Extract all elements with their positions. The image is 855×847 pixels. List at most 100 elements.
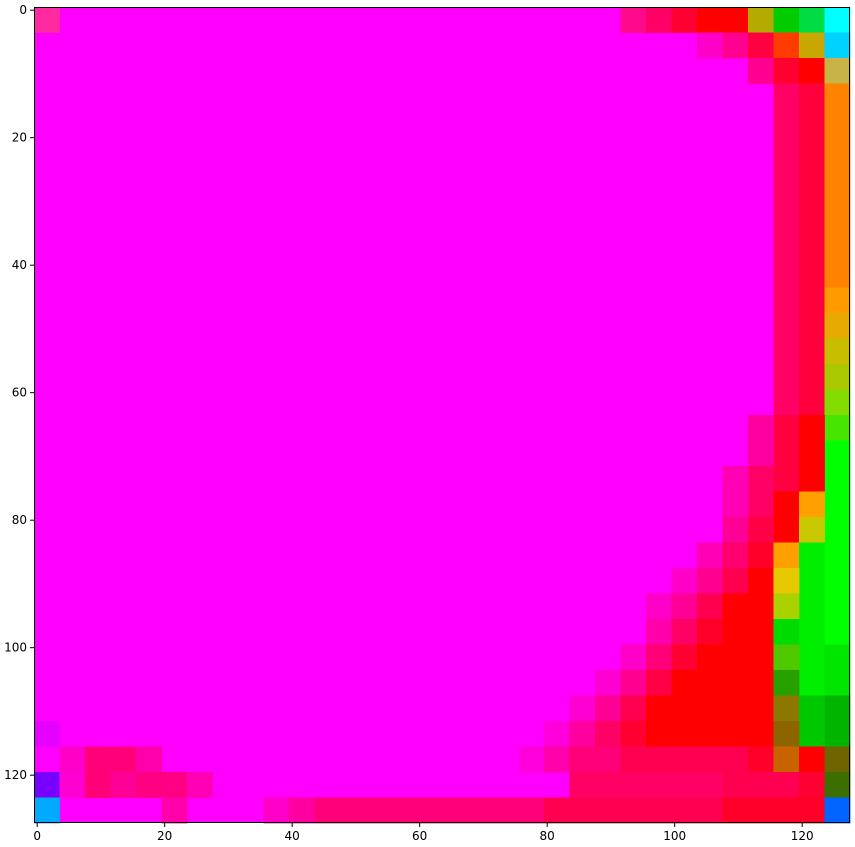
heatmap-cell-block bbox=[722, 568, 749, 594]
heatmap-cell-block bbox=[824, 364, 851, 390]
heatmap-cell-block bbox=[824, 313, 851, 339]
heatmap-cell-block bbox=[722, 593, 774, 620]
y-tick-label: 120 bbox=[4, 768, 27, 782]
heatmap-cell-block bbox=[34, 772, 60, 798]
heatmap-cell-block bbox=[697, 32, 723, 59]
heatmap-cell-block bbox=[799, 695, 825, 747]
heatmap-cell-block bbox=[748, 542, 774, 569]
heatmap-cell-block bbox=[824, 58, 851, 84]
x-tick-label: 100 bbox=[663, 829, 686, 843]
heatmap-cell-block bbox=[85, 746, 137, 773]
heatmap-cell-block bbox=[646, 670, 672, 696]
heatmap-cell-block bbox=[263, 797, 290, 824]
heatmap-cell-block bbox=[773, 746, 800, 773]
heatmap-cell-block bbox=[646, 593, 672, 620]
x-tick-label: 120 bbox=[791, 829, 814, 843]
heatmap-cell-block bbox=[773, 568, 800, 594]
heatmap-cell-block bbox=[646, 619, 672, 645]
heatmap-cell-block bbox=[59, 746, 86, 773]
heatmap-cell-block bbox=[773, 32, 800, 59]
heatmap-cell-block bbox=[773, 83, 800, 416]
heatmap-cell-block bbox=[671, 7, 698, 33]
plot-frame bbox=[34, 7, 850, 823]
heatmap-cell-block bbox=[773, 491, 800, 518]
heatmap-cell-block bbox=[773, 593, 800, 620]
heatmap-cell-block bbox=[799, 517, 825, 543]
heatmap-cell-block bbox=[748, 32, 774, 59]
heatmap-cell-block bbox=[620, 746, 749, 773]
heatmap-cell-block bbox=[646, 695, 774, 722]
heatmap-cell-block bbox=[824, 440, 851, 645]
heatmap-cell-block bbox=[773, 517, 800, 543]
heatmap-cell-block bbox=[748, 746, 774, 773]
y-tick-label: 40 bbox=[12, 258, 27, 272]
heatmap-cell-block bbox=[773, 415, 800, 492]
x-tick-label: 20 bbox=[157, 829, 172, 843]
heatmap-cell-block bbox=[187, 772, 213, 798]
heatmap-cell-block bbox=[748, 568, 774, 594]
heatmap-cell-block bbox=[773, 644, 800, 671]
x-tick-label: 0 bbox=[33, 829, 41, 843]
heatmap-cell-block bbox=[722, 517, 749, 543]
heatmap-cell-block bbox=[773, 670, 800, 696]
heatmap-cell-block bbox=[697, 593, 723, 620]
heatmap-cell-block bbox=[748, 7, 774, 33]
heatmap-cell-block bbox=[799, 491, 825, 518]
heatmap-cell-block bbox=[569, 772, 723, 798]
heatmap-cell-block bbox=[824, 746, 851, 773]
heatmap-cell-block bbox=[595, 695, 621, 722]
heatmap-cell-block bbox=[620, 644, 647, 671]
heatmap-cell-block bbox=[748, 517, 774, 543]
heatmap-cell-block bbox=[544, 721, 570, 747]
x-axis: 0 20 40 60 80 100 120 bbox=[33, 823, 814, 843]
heatmap-cell-block bbox=[646, 721, 774, 747]
heatmap-cell-block bbox=[799, 83, 825, 416]
heatmap-cell-block bbox=[314, 797, 545, 824]
heatmap-cell-block bbox=[544, 746, 570, 773]
heatmap-cell-block bbox=[748, 466, 774, 518]
y-axis: 0 20 40 60 80 100 120 bbox=[4, 3, 34, 782]
heatmap-cell-block bbox=[722, 32, 749, 59]
heatmap-cell-block bbox=[824, 772, 851, 798]
heatmap-cell-block bbox=[671, 670, 774, 696]
heatmap-cell-block bbox=[824, 83, 851, 288]
heatmap-cell-block bbox=[59, 772, 86, 798]
heatmap-cell-block bbox=[773, 721, 800, 747]
heatmap-cell-block bbox=[620, 7, 647, 33]
heatmap-cell-block bbox=[799, 415, 825, 492]
heatmap-cell-block bbox=[799, 7, 825, 33]
heatmap-cell-block bbox=[34, 797, 60, 824]
x-tick-label: 40 bbox=[285, 829, 300, 843]
heatmap-cell-block bbox=[646, 644, 672, 671]
heatmap-cell-block bbox=[824, 287, 851, 314]
heatmap-cell-block bbox=[722, 619, 774, 645]
heatmap-cell-block bbox=[722, 542, 749, 569]
heatmap-cell-block bbox=[595, 670, 621, 696]
heatmap-cell-block bbox=[824, 695, 851, 747]
heatmap-cell-block bbox=[34, 7, 60, 33]
x-tick-label: 60 bbox=[412, 829, 427, 843]
heatmap-cells bbox=[34, 7, 851, 824]
heatmap-cell-block bbox=[161, 797, 188, 824]
y-tick-label: 60 bbox=[12, 386, 27, 400]
heatmap-cell-block bbox=[799, 772, 825, 798]
x-tick-label: 80 bbox=[540, 829, 555, 843]
heatmap-cell-block bbox=[671, 568, 698, 594]
heatmap-cell-block bbox=[569, 721, 596, 747]
heatmap-cell-block bbox=[595, 721, 621, 747]
heatmap-cell-block bbox=[34, 721, 60, 747]
heatmap-cell-block bbox=[136, 772, 188, 798]
heatmap-cell-block bbox=[824, 32, 851, 59]
heatmap-cell-block bbox=[620, 721, 647, 747]
heatmap-cell-block bbox=[799, 32, 825, 59]
heatmap-cell-block bbox=[773, 7, 800, 33]
heatmap-cell-block bbox=[697, 542, 723, 569]
heatmap-cell-block bbox=[697, 619, 723, 645]
y-tick-label: 80 bbox=[12, 513, 27, 527]
heatmap-cell-block bbox=[748, 58, 774, 84]
heatmap-cell-block bbox=[773, 58, 800, 84]
heatmap-cell-block bbox=[671, 644, 698, 671]
heatmap-cell-block bbox=[289, 797, 315, 824]
heatmap-cell-block bbox=[569, 695, 596, 722]
heatmap-cell-block bbox=[824, 797, 851, 824]
